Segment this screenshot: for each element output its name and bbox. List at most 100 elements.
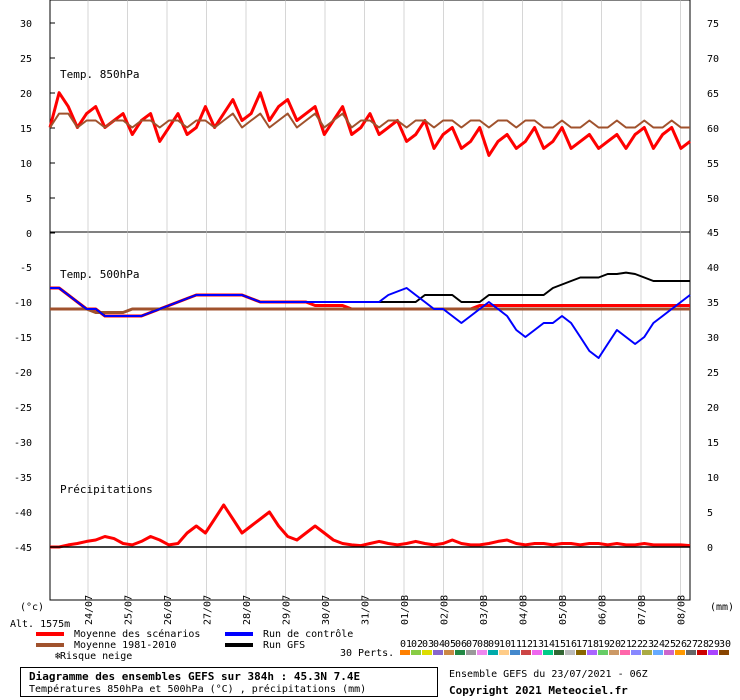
perturbation-id: 21 bbox=[620, 639, 632, 650]
perturbation-swatch bbox=[466, 650, 476, 655]
perturbation-swatch bbox=[708, 650, 718, 655]
perturbation-id: 04 bbox=[433, 639, 445, 650]
perturbation-swatch bbox=[411, 650, 421, 655]
perturbation-swatch bbox=[455, 650, 465, 655]
perturbation-swatch bbox=[422, 650, 432, 655]
perturbation-swatch bbox=[719, 650, 729, 655]
perturbation-id: 02 bbox=[411, 639, 423, 650]
perturbation-id: 15 bbox=[554, 639, 566, 650]
y-left-tick-500: -10 bbox=[14, 298, 32, 309]
perturbation-swatch bbox=[609, 650, 619, 655]
perturbation-id: 17 bbox=[576, 639, 588, 650]
perturbation-id: 13 bbox=[532, 639, 544, 650]
perturbations-label: 30 Perts. bbox=[340, 648, 394, 659]
y-left-tick-precip: -25 bbox=[14, 403, 32, 414]
perturbation-id: 29 bbox=[708, 639, 720, 650]
perturbation-swatch bbox=[686, 650, 696, 655]
series-500-moyenne-1981-2010 bbox=[50, 307, 690, 314]
y-left-tick-precip: -35 bbox=[14, 473, 32, 484]
x-tick-label: 24/07 bbox=[84, 595, 95, 625]
perturbation-swatch bbox=[543, 650, 553, 655]
perturbation-id: 26 bbox=[675, 639, 687, 650]
chart-title: Diagramme des ensembles GEFS sur 384h : … bbox=[29, 670, 361, 683]
series-precip-moyenne-des-sc-narios bbox=[50, 503, 691, 549]
perturbation-id: 30 bbox=[719, 639, 731, 650]
perturbation-id: 08 bbox=[477, 639, 489, 650]
perturbation-id: 07 bbox=[466, 639, 478, 650]
perturbation-swatch bbox=[510, 650, 520, 655]
perturbation-id: 16 bbox=[565, 639, 577, 650]
perturbation-swatch bbox=[499, 650, 509, 655]
y-left-tick-500: -5 bbox=[20, 263, 32, 274]
y-left-tick-500: -20 bbox=[14, 368, 32, 379]
y-right-tick-precip: 10 bbox=[707, 473, 719, 484]
perturbation-swatch bbox=[620, 650, 630, 655]
perturbation-id: 23 bbox=[642, 639, 654, 650]
perturbation-id: 10 bbox=[499, 639, 511, 650]
perturbation-id: 19 bbox=[598, 639, 610, 650]
perturbation-id: 03 bbox=[422, 639, 434, 650]
y-left-tick-850: 0 bbox=[26, 229, 32, 240]
y-right-tick-precip: 15 bbox=[707, 438, 719, 449]
y-right-tick-precip: 5 bbox=[707, 508, 713, 519]
y-right-tick-850: 65 bbox=[707, 89, 719, 100]
series-850-moyenne-des-sc-narios bbox=[48, 91, 691, 157]
y-left-tick-850: 20 bbox=[20, 89, 32, 100]
series-500-run-de-contr-le bbox=[50, 287, 691, 359]
ensemble-run-label: Ensemble GEFS du 23/07/2021 - 06Z bbox=[449, 669, 648, 680]
x-tick-label: 04/08 bbox=[519, 595, 530, 625]
x-tick-label: 02/08 bbox=[440, 595, 451, 625]
y-left-tick-850: 5 bbox=[26, 194, 32, 205]
perturbation-swatch bbox=[697, 650, 707, 655]
perturbation-id: 14 bbox=[543, 639, 555, 650]
legend-label: Risque neige bbox=[60, 651, 132, 662]
perturbation-swatch bbox=[576, 650, 586, 655]
perturbation-swatch bbox=[587, 650, 597, 655]
perturbation-id: 27 bbox=[686, 639, 698, 650]
legend-label: Run GFS bbox=[263, 640, 305, 651]
perturbation-id: 05 bbox=[444, 639, 456, 650]
y-right-tick-500: 30 bbox=[707, 333, 719, 344]
y-left-tick-850: 30 bbox=[20, 19, 32, 30]
x-tick-label: 31/07 bbox=[361, 595, 372, 625]
y-left-tick-precip: -30 bbox=[14, 438, 32, 449]
perturbation-id: 18 bbox=[587, 639, 599, 650]
perturbation-swatch bbox=[642, 650, 652, 655]
legend-label: Moyenne 1981-2010 bbox=[74, 640, 176, 651]
perturbation-id: 20 bbox=[609, 639, 621, 650]
x-tick-label: 25/07 bbox=[124, 595, 135, 625]
perturbation-id: 12 bbox=[521, 639, 533, 650]
y-left-unit: (°c) bbox=[20, 602, 44, 613]
perturbation-swatch bbox=[400, 650, 410, 655]
y-right-tick-precip: 0 bbox=[707, 543, 713, 554]
perturbation-id: 09 bbox=[488, 639, 500, 650]
perturbation-id: 25 bbox=[664, 639, 676, 650]
y-right-tick-500: 40 bbox=[707, 263, 719, 274]
perturbation-swatch bbox=[554, 650, 564, 655]
y-left-tick-850: 25 bbox=[20, 54, 32, 65]
perturbation-id: 01 bbox=[400, 639, 412, 650]
footer-title-box: Diagramme des ensembles GEFS sur 384h : … bbox=[20, 667, 438, 697]
perturbation-swatch bbox=[477, 650, 487, 655]
x-tick-label: 26/07 bbox=[163, 595, 174, 625]
perturbation-swatch bbox=[521, 650, 531, 655]
panel-title-precip: Précipitations bbox=[60, 483, 153, 496]
altitude-label: Alt. 1575m bbox=[10, 619, 70, 630]
y-right-tick-850: 60 bbox=[707, 124, 719, 135]
y-left-tick-850: 15 bbox=[20, 124, 32, 135]
snow-icon: ❄ bbox=[55, 651, 62, 662]
perturbation-swatch bbox=[532, 650, 542, 655]
y-right-unit: (mm) bbox=[710, 602, 734, 613]
perturbation-swatch bbox=[598, 650, 608, 655]
x-tick-label: 07/08 bbox=[637, 595, 648, 625]
legend-label: Run de contrôle bbox=[263, 628, 353, 640]
copyright-label: Copyright 2021 Meteociel.fr bbox=[449, 684, 628, 697]
perturbation-id: 11 bbox=[510, 639, 522, 650]
y-right-tick-850: 75 bbox=[707, 19, 719, 30]
y-left-tick-precip: -40 bbox=[14, 508, 32, 519]
perturbation-id: 24 bbox=[653, 639, 665, 650]
x-tick-label: 05/08 bbox=[558, 595, 569, 625]
perturbation-swatch bbox=[433, 650, 443, 655]
panel-frame-500 bbox=[49, 231, 691, 601]
